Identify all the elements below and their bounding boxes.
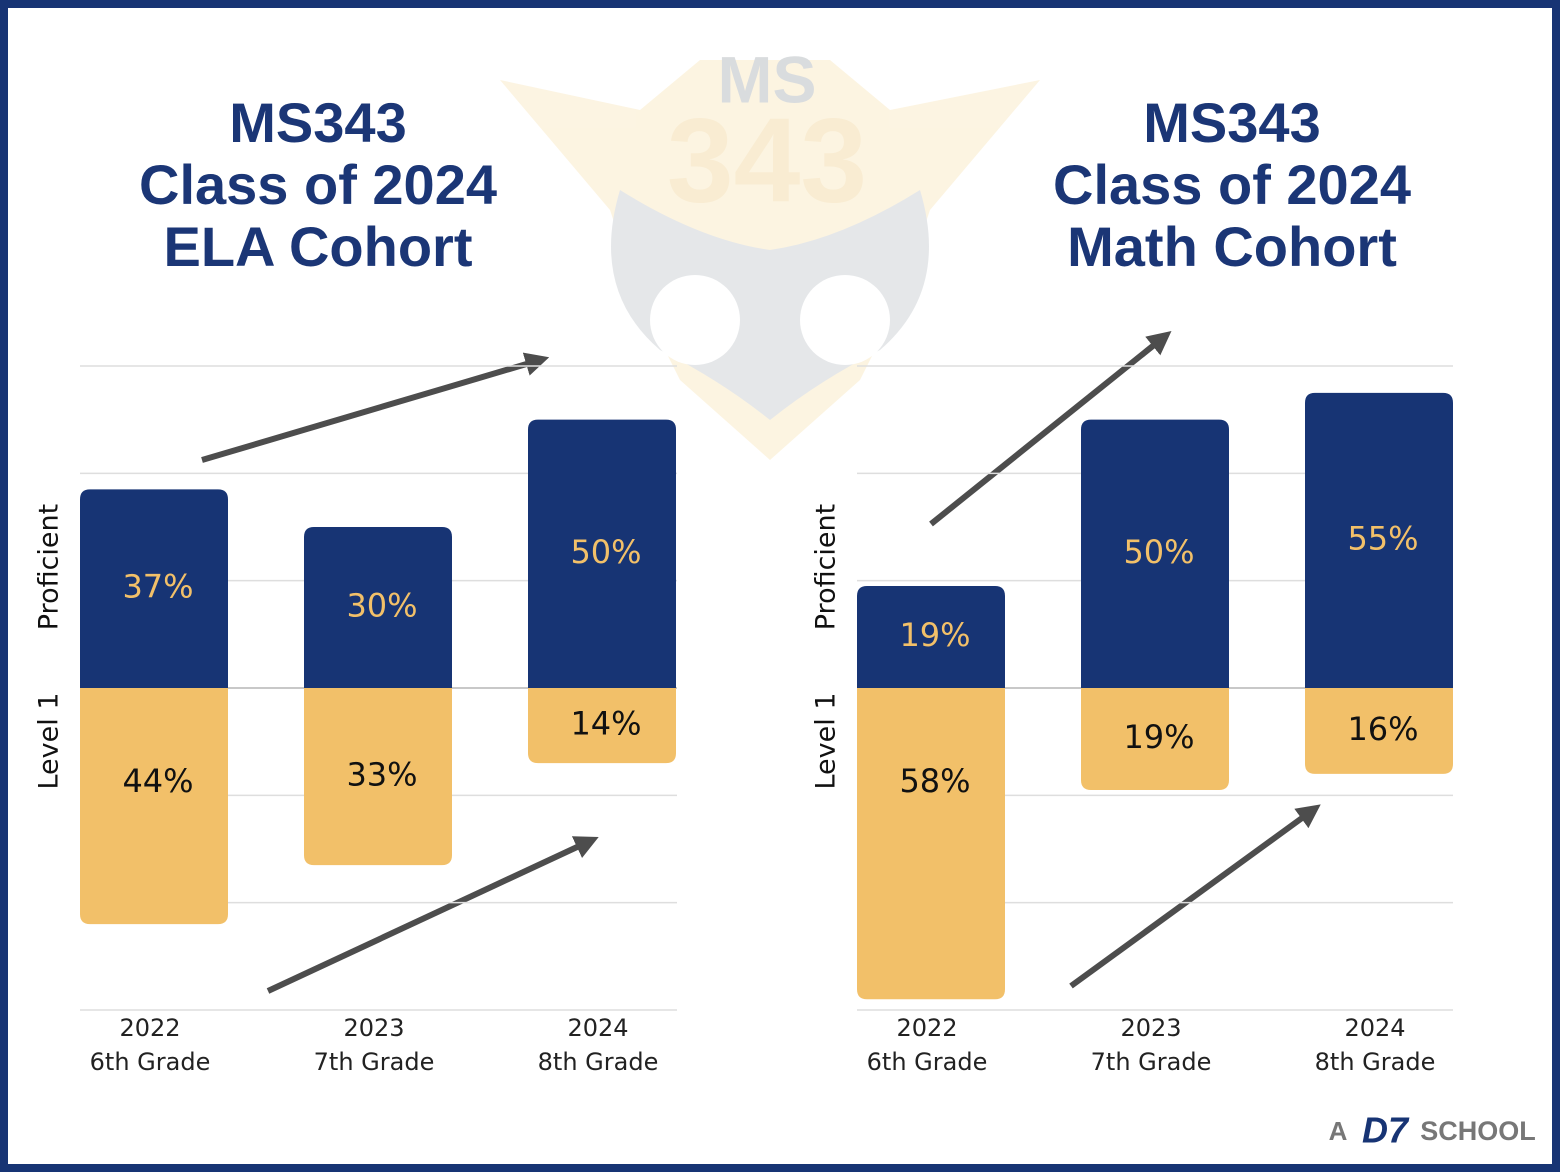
value-label: 58%: [899, 762, 970, 800]
x-tick-sublabel: 6th Grade: [90, 1048, 211, 1076]
value-label: 14%: [570, 705, 641, 743]
x-tick-label: 2024: [567, 1014, 628, 1042]
x-tick-label: 2023: [1120, 1014, 1181, 1042]
bar: [1081, 419, 1229, 688]
chart-title: Math Cohort: [1067, 215, 1397, 278]
x-tick-sublabel: 8th Grade: [1315, 1048, 1436, 1076]
x-tick-sublabel: 7th Grade: [1091, 1048, 1212, 1076]
bar: [304, 688, 452, 866]
bar: [1305, 392, 1453, 688]
watermark-number: 343: [667, 94, 867, 228]
value-label: 50%: [570, 533, 641, 571]
chart-title: MS343: [229, 91, 406, 154]
value-label: 33%: [346, 756, 417, 794]
bar: [80, 688, 228, 925]
value-label: 19%: [899, 616, 970, 654]
watermark-logo: MS 343: [500, 42, 1040, 460]
series-axis-label: Proficient: [811, 504, 842, 631]
bar: [528, 688, 676, 764]
bar: [304, 527, 452, 688]
bar: [1081, 688, 1229, 790]
footer-prefix: A: [1329, 1116, 1348, 1146]
value-label: 19%: [1123, 718, 1194, 756]
value-label: 16%: [1347, 710, 1418, 748]
value-label: 55%: [1347, 519, 1418, 557]
series-axis-label: Proficient: [34, 504, 65, 631]
bar: [857, 688, 1005, 1000]
bar: [528, 419, 676, 688]
footer-brand: D7: [1362, 1110, 1410, 1151]
bar: [1305, 688, 1453, 774]
chart-title: MS343: [1143, 91, 1320, 154]
watermark-top: MS: [718, 42, 817, 116]
value-label: 44%: [122, 762, 193, 800]
chart-title: Class of 2024: [1053, 153, 1411, 216]
value-label: 50%: [1123, 533, 1194, 571]
x-tick-label: 2022: [896, 1014, 957, 1042]
x-tick-sublabel: 7th Grade: [314, 1048, 435, 1076]
chart-title: Class of 2024: [139, 153, 497, 216]
bar: [80, 489, 228, 688]
value-label: 37%: [122, 568, 193, 606]
series-axis-label: Level 1: [34, 692, 65, 789]
footer-suffix: SCHOOL: [1420, 1116, 1536, 1146]
series-axis-label: Level 1: [811, 692, 842, 789]
x-tick-sublabel: 8th Grade: [538, 1048, 659, 1076]
value-label: 30%: [346, 587, 417, 625]
x-tick-label: 2023: [343, 1014, 404, 1042]
chart-title: ELA Cohort: [164, 215, 473, 278]
x-tick-sublabel: 6th Grade: [867, 1048, 988, 1076]
x-tick-label: 2022: [119, 1014, 180, 1042]
x-tick-label: 2024: [1344, 1014, 1405, 1042]
trend-arrows: [201, 330, 1321, 994]
bar: [857, 586, 1005, 688]
